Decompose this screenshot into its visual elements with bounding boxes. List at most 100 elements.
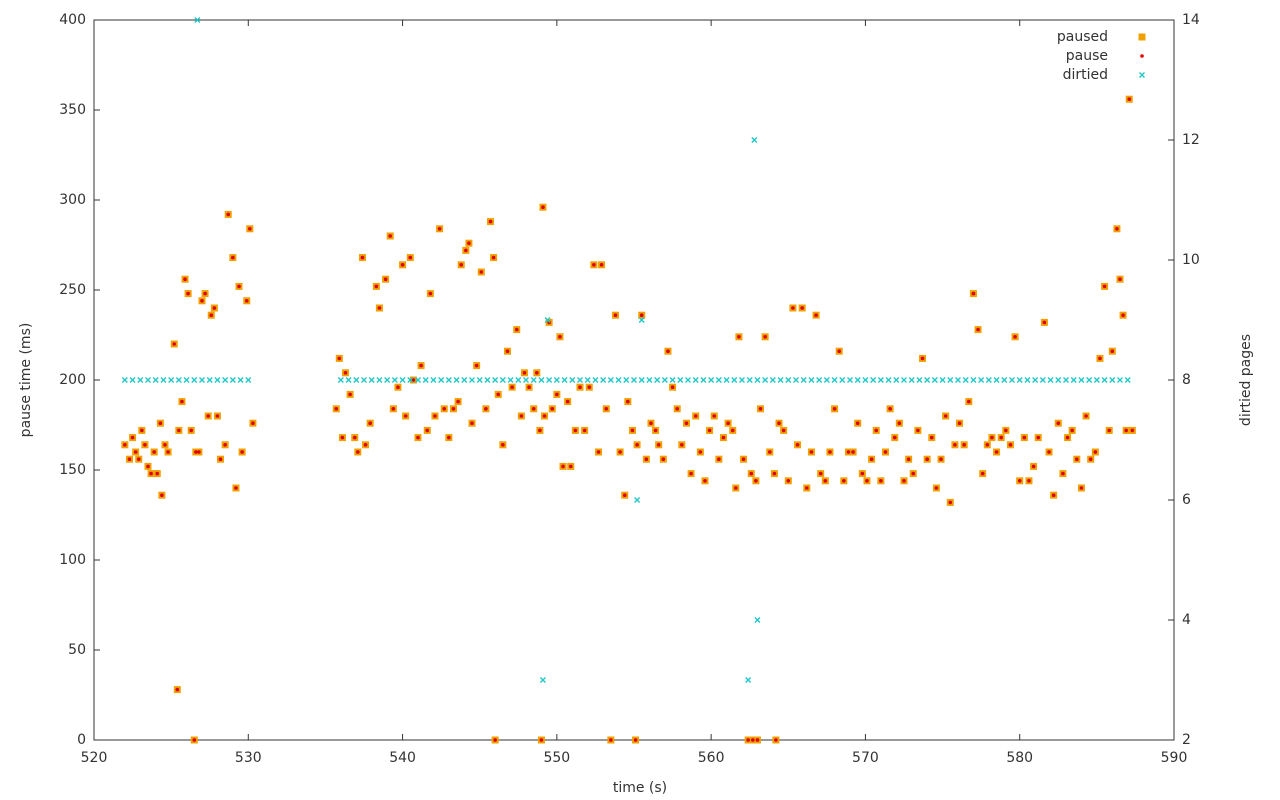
point: [781, 428, 786, 433]
point: [215, 414, 220, 418]
point: [200, 299, 204, 303]
point: [851, 450, 855, 454]
point: [708, 377, 715, 383]
point: [121, 377, 128, 383]
point: [967, 399, 971, 404]
point: [726, 421, 730, 426]
point: [934, 486, 939, 490]
point: [130, 435, 135, 440]
point: [240, 450, 244, 454]
point: [136, 457, 141, 462]
y-tick-label: 300: [59, 192, 86, 208]
y-tick-label: 150: [59, 462, 86, 478]
point: [510, 385, 514, 390]
point: [596, 450, 601, 454]
y2-tick-label: 12: [1182, 132, 1200, 148]
point: [1042, 320, 1047, 325]
point: [152, 377, 159, 383]
point: [772, 471, 777, 476]
point: [1063, 377, 1069, 383]
point: [906, 457, 911, 462]
point: [777, 377, 784, 383]
point: [433, 414, 437, 418]
point: [818, 471, 823, 476]
point: [447, 435, 451, 440]
point: [712, 414, 717, 418]
point: [980, 471, 985, 476]
point: [209, 313, 214, 318]
point: [832, 407, 837, 411]
point: [1107, 428, 1111, 433]
point: [763, 335, 767, 339]
point: [767, 450, 772, 454]
point: [496, 392, 501, 397]
point: [491, 255, 496, 260]
point: [237, 284, 241, 289]
point: [1088, 457, 1093, 462]
point: [971, 291, 976, 296]
x-tick-label: 540: [389, 750, 416, 766]
y-tick-label: 100: [59, 552, 86, 568]
point: [1061, 471, 1065, 476]
point: [368, 421, 372, 426]
point: [741, 457, 746, 462]
point: [604, 407, 609, 411]
point: [846, 450, 851, 454]
point: [1070, 428, 1074, 433]
point: [746, 738, 750, 742]
point: [538, 377, 545, 383]
point: [1001, 377, 1008, 383]
point: [751, 738, 755, 742]
point: [700, 377, 707, 383]
point: [823, 377, 830, 383]
point: [1086, 377, 1093, 383]
point: [795, 443, 800, 447]
point: [831, 377, 838, 383]
point: [1027, 479, 1031, 483]
point: [522, 371, 527, 375]
point: [363, 443, 368, 447]
point: [199, 377, 205, 383]
point: [416, 435, 420, 440]
point: [558, 335, 562, 339]
legend-label: dirtied: [1063, 67, 1108, 83]
point: [484, 407, 488, 411]
y-axis-label: pause time (ms): [18, 323, 34, 438]
x-axis-label: time (s): [613, 780, 667, 796]
point: [916, 428, 920, 433]
point: [970, 377, 977, 383]
point: [730, 428, 735, 433]
point: [816, 377, 823, 383]
point: [568, 464, 573, 469]
point: [160, 493, 164, 498]
point: [422, 377, 429, 383]
point: [1115, 227, 1119, 231]
point: [514, 327, 519, 332]
point: [990, 435, 994, 440]
point: [769, 377, 776, 383]
point: [155, 471, 160, 476]
point: [415, 377, 421, 383]
point: [774, 738, 778, 742]
point: [1013, 335, 1017, 339]
point: [947, 377, 954, 383]
point: [403, 414, 408, 418]
point: [962, 443, 966, 447]
point: [957, 421, 962, 426]
point: [384, 377, 391, 383]
point: [451, 407, 456, 411]
point: [1093, 450, 1098, 454]
point: [734, 486, 738, 490]
point: [584, 377, 591, 383]
point: [1121, 313, 1125, 318]
point: [565, 399, 570, 404]
point: [943, 414, 948, 418]
point: [561, 377, 568, 383]
point: [999, 435, 1003, 440]
point: [573, 428, 578, 433]
point: [1016, 377, 1023, 383]
y2-tick-label: 14: [1182, 12, 1200, 28]
point: [407, 377, 414, 383]
point: [168, 377, 175, 383]
